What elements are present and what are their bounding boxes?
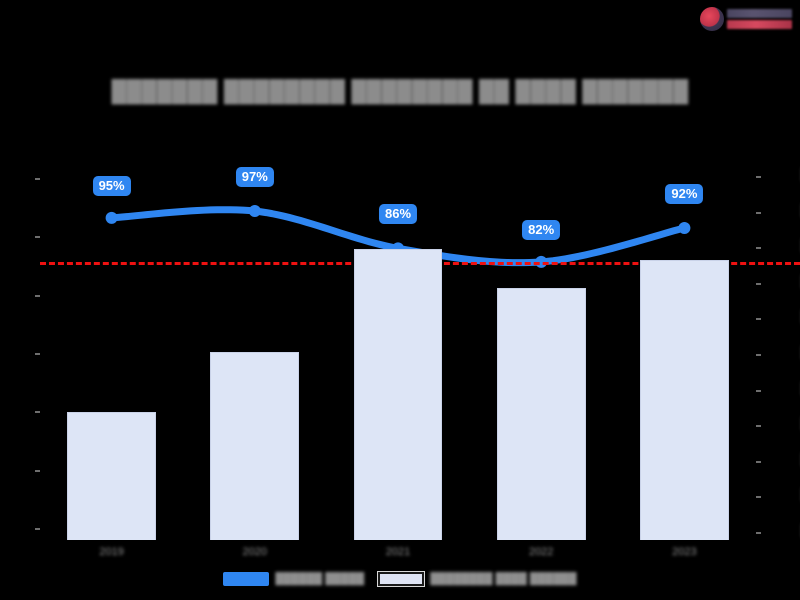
- data-label-2022: 82%: [522, 219, 561, 240]
- left-axis-tick: [35, 294, 40, 297]
- left-axis-tick: [35, 236, 40, 239]
- x-axis-label-2021: 2021: [385, 546, 411, 558]
- data-label-2021: 86%: [378, 204, 418, 225]
- brand-logo: ███████ ██████: [700, 4, 792, 34]
- plot-area: 95%97%86%82%92%20192020202120222023███%█…: [35, 150, 800, 558]
- x-axis-label-2020: 2020: [242, 546, 268, 558]
- x-axis-label-2019: 2019: [99, 546, 124, 558]
- x-axis-label-2023: 2023: [672, 546, 697, 558]
- right-axis-tick: [756, 460, 761, 463]
- data-label-2023: 92%: [665, 184, 704, 204]
- bar-2020[interactable]: [210, 352, 300, 540]
- bar-2023[interactable]: [640, 259, 729, 540]
- logo-wordmark: ███████ ██████: [727, 9, 792, 29]
- legend-label-bar: ████████ ████ ██████: [430, 573, 577, 585]
- right-axis-tick: [756, 389, 761, 392]
- right-axis-tick: [756, 318, 761, 321]
- right-axis-tick: [756, 425, 761, 428]
- data-label-2019: 95%: [92, 175, 131, 196]
- chart-legend: ██████ █████ ████████ ████ ██████: [0, 572, 800, 586]
- bar-2022[interactable]: [496, 288, 586, 540]
- right-axis-tick: [756, 354, 761, 356]
- left-axis-tick: [35, 528, 40, 530]
- logo-mark-icon: [700, 7, 724, 31]
- legend-label-line: ██████ █████: [275, 573, 365, 585]
- bar-2021[interactable]: [353, 249, 443, 540]
- legend-item-line[interactable]: ██████ █████: [223, 572, 364, 586]
- logo-wordmark-line-1: ███████: [727, 9, 792, 18]
- line-marker-2020[interactable]: [248, 205, 261, 218]
- right-axis-tick: [756, 176, 761, 178]
- right-axis-tick: [756, 532, 761, 534]
- left-axis-tick: [35, 353, 40, 355]
- legend-swatch-bar-icon: [378, 572, 425, 586]
- right-axis-tick: [756, 211, 761, 214]
- right-axis-tick: [756, 282, 761, 285]
- legend-swatch-line-icon: [223, 572, 270, 586]
- right-axis-tick: [756, 247, 761, 250]
- line-marker-2023[interactable]: [678, 222, 691, 234]
- left-axis-tick: [35, 411, 40, 414]
- x-axis-label-2022: 2022: [528, 546, 554, 558]
- data-label-2020: 97%: [235, 167, 274, 188]
- bar-2019[interactable]: [67, 412, 156, 540]
- legend-item-bar[interactable]: ████████ ████ ██████: [378, 572, 577, 586]
- left-axis-tick: [35, 178, 40, 180]
- line-marker-2019[interactable]: [105, 211, 118, 224]
- chart-title: ███████ ████████ ████████ ██ ████ ██████…: [111, 80, 689, 103]
- left-axis-tick: [35, 469, 40, 472]
- logo-wordmark-line-2: ██████: [727, 20, 792, 29]
- right-axis-tick: [756, 496, 761, 499]
